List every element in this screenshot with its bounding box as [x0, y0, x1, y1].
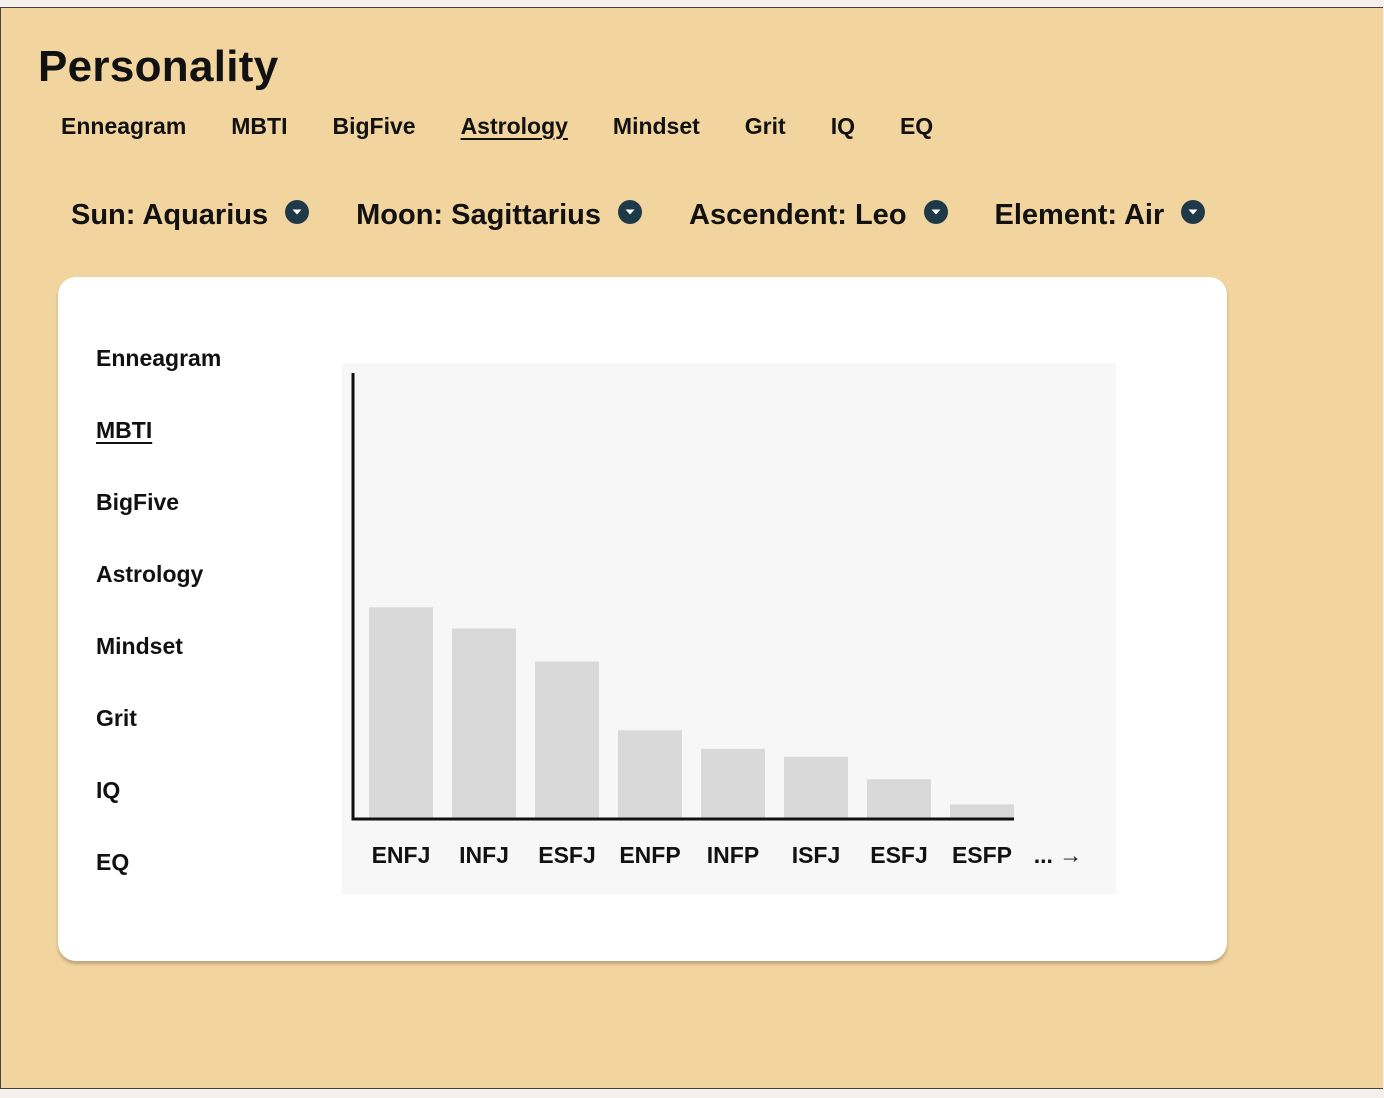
sun-sign-dropdown[interactable]: Sun: Aquarius	[71, 199, 310, 232]
element-label: Element: Air	[994, 198, 1165, 231]
bar-infj-1	[452, 628, 516, 819]
app-frame: Personality Enneagram MBTI BigFive Astro…	[0, 7, 1383, 1089]
x-tick-label-esfp: ESFP	[952, 842, 1012, 868]
chevron-down-icon[interactable]	[617, 199, 643, 225]
tab-eq[interactable]: EQ	[899, 112, 934, 139]
side-item-bigfive[interactable]: BigFive	[96, 489, 180, 515]
chevron-down-icon[interactable]	[1180, 199, 1206, 225]
x-tick-label-enfj: ENFJ	[372, 842, 431, 868]
side-item-astrology[interactable]: Astrology	[96, 561, 204, 587]
side-item-mbti[interactable]: MBTI	[96, 417, 153, 443]
side-item-eq[interactable]: EQ	[96, 849, 130, 875]
side-item-enneagram[interactable]: Enneagram	[96, 345, 222, 371]
results-card: Enneagram MBTI BigFive Astrology Mindset…	[58, 277, 1227, 961]
bar-chart-svg: 0%5%10%15%20%25%30%ENFJINFJESFJENFPINFPI…	[351, 373, 1083, 868]
chevron-down-icon[interactable]	[923, 199, 949, 225]
bar-esfj-6	[867, 779, 931, 819]
side-item-iq[interactable]: IQ	[96, 777, 121, 803]
page-title: Personality	[38, 42, 279, 91]
bar-infp-4	[701, 748, 765, 819]
ascendent-dropdown[interactable]: Ascendent: Leo	[689, 199, 949, 232]
bar-esfj-2	[535, 661, 599, 819]
tab-mindset[interactable]: Mindset	[612, 112, 700, 139]
x-tick-label-esfj: ESFJ	[870, 842, 928, 868]
bar-esfp-7	[950, 804, 1014, 819]
moon-sign-dropdown[interactable]: Moon: Sagittarius	[356, 199, 643, 232]
tab-bigfive[interactable]: BigFive	[332, 112, 416, 139]
x-tick-label-infj: INFJ	[459, 842, 509, 868]
x-tick-label-infp: INFP	[707, 842, 759, 868]
bar-isfj-5	[784, 756, 848, 819]
more-categories-link[interactable]: ... →	[1034, 842, 1083, 868]
tab-mbti[interactable]: MBTI	[231, 112, 288, 139]
tab-astrology[interactable]: Astrology	[460, 112, 568, 139]
element-dropdown[interactable]: Element: Air	[995, 199, 1207, 232]
chevron-down-icon[interactable]	[284, 199, 310, 225]
tab-iq[interactable]: IQ	[830, 112, 855, 139]
astrology-filter-bar: Sun: Aquarius Moon: Sagittarius Ascenden…	[71, 194, 1252, 236]
side-item-grit[interactable]: Grit	[96, 705, 137, 731]
top-tab-bar: Enneagram MBTI BigFive Astrology Mindset…	[61, 110, 978, 142]
x-tick-label-isfj: ISFJ	[792, 842, 841, 868]
moon-sign-label: Moon: Sagittarius	[356, 198, 601, 231]
x-tick-label-enfp: ENFP	[619, 842, 680, 868]
bar-enfj-0	[369, 607, 433, 819]
side-item-mindset[interactable]: Mindset	[96, 633, 183, 659]
sun-sign-label: Sun: Aquarius	[71, 198, 269, 231]
tab-grit[interactable]: Grit	[744, 112, 786, 139]
ascendent-label: Ascendent: Leo	[689, 198, 907, 231]
bar-enfp-3	[618, 730, 682, 819]
tab-enneagram[interactable]: Enneagram	[61, 112, 187, 139]
x-tick-label-esfj: ESFJ	[538, 842, 596, 868]
mbti-distribution-chart: 0%5%10%15%20%25%30%ENFJINFJESFJENFPINFPI…	[342, 363, 1116, 894]
